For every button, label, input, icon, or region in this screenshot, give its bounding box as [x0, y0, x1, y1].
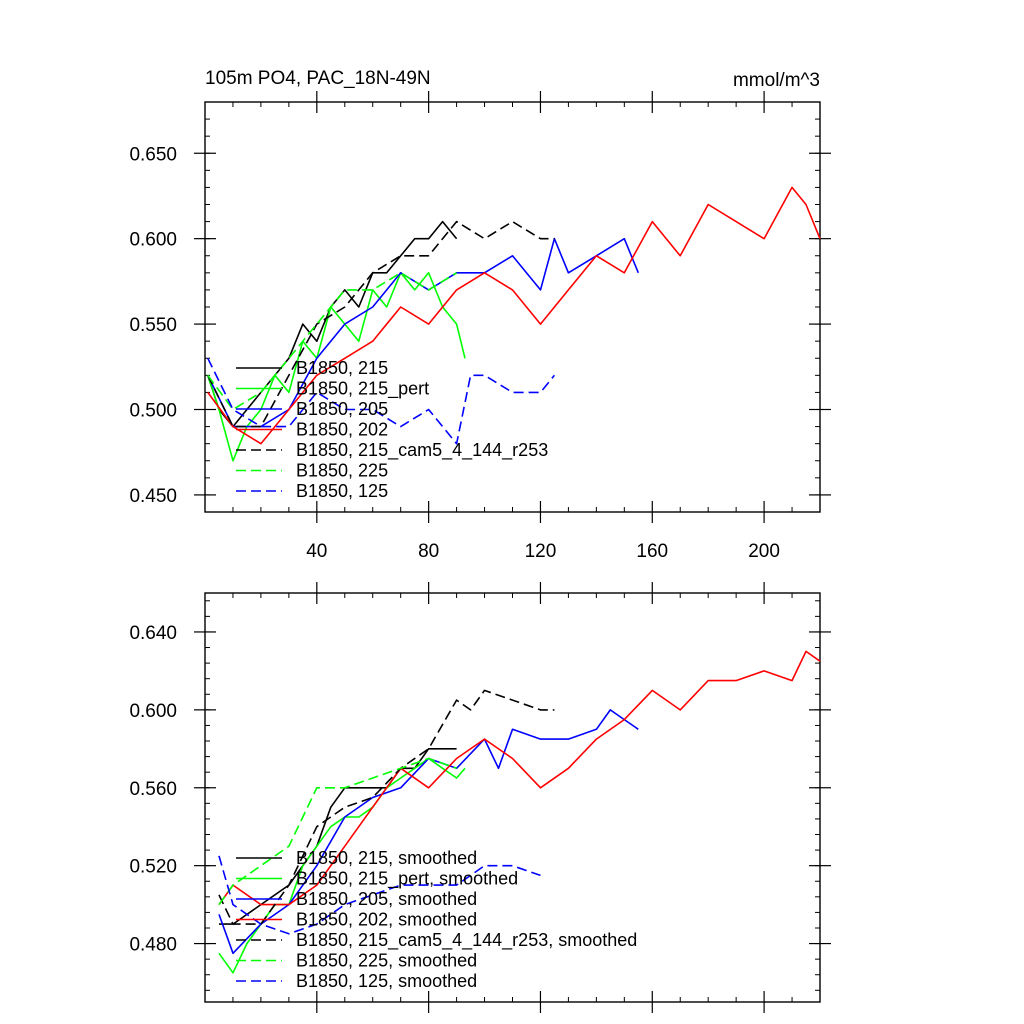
legend-label: B1850, 125, smoothed: [296, 971, 477, 991]
y-tick-label: 0.450: [129, 486, 177, 507]
chart-units: mmol/m^3: [733, 70, 820, 91]
legend-label: B1850, 205: [296, 399, 388, 419]
legend-label: B1850, 225, smoothed: [296, 951, 477, 971]
legend-label: B1850, 215: [296, 358, 388, 378]
series-line: [218, 855, 541, 935]
top-panel: 40 80 120 160 200 0.450 0.500 0.550 0.600 0.650 B1…: [129, 91, 831, 562]
chart-title: 105m PO4, PAC_18N-49N: [205, 68, 431, 89]
series-line: [207, 220, 555, 428]
legend-label: B1850, 215_pert: [296, 379, 429, 400]
legend-label: B1850, 215_cam5_4_144_r253, smoothed: [296, 930, 637, 951]
series-line: [207, 357, 556, 445]
series-line: [207, 186, 821, 445]
y-tick-label: 0.560: [129, 779, 177, 800]
x-tick-label: 200: [748, 541, 780, 562]
y-tick-label: 0.600: [129, 230, 177, 251]
y-tick-label: 0.550: [129, 315, 177, 336]
legend-label: B1850, 202: [296, 420, 388, 440]
x-tick-label: 160: [636, 541, 668, 562]
legend-label: B1850, 225: [296, 461, 388, 481]
y-tick-label: 0.480: [129, 935, 177, 956]
series-line: [207, 271, 466, 462]
series-line: [218, 650, 821, 906]
y-tick-label: 0.640: [129, 623, 177, 644]
series-line: [218, 757, 457, 906]
bottom-panel: 0.480 0.520 0.560 0.600 0.640 B1850, 215, smo…: [129, 582, 831, 1013]
x-tick-label: 120: [525, 541, 557, 562]
y-tick-label: 0.600: [129, 701, 177, 722]
series-line: [219, 747, 457, 925]
y-tick-label: 0.520: [129, 857, 177, 878]
legend-label: B1850, 205, smoothed: [296, 889, 477, 909]
legend-label: B1850, 202, smoothed: [296, 910, 477, 930]
series-line: [207, 271, 458, 411]
x-tick-label: 80: [418, 541, 439, 562]
legend-label: B1850, 215, smoothed: [296, 848, 477, 868]
legend-label: B1850, 215_cam5_4_144_r253: [296, 440, 548, 461]
legend-label: B1850, 215_pert, smoothed: [296, 869, 518, 890]
legend-label: B1850, 125: [296, 481, 388, 501]
y-tick-label: 0.650: [129, 144, 177, 165]
x-tick-label: 40: [306, 541, 327, 562]
y-tick-label: 0.500: [129, 401, 177, 422]
